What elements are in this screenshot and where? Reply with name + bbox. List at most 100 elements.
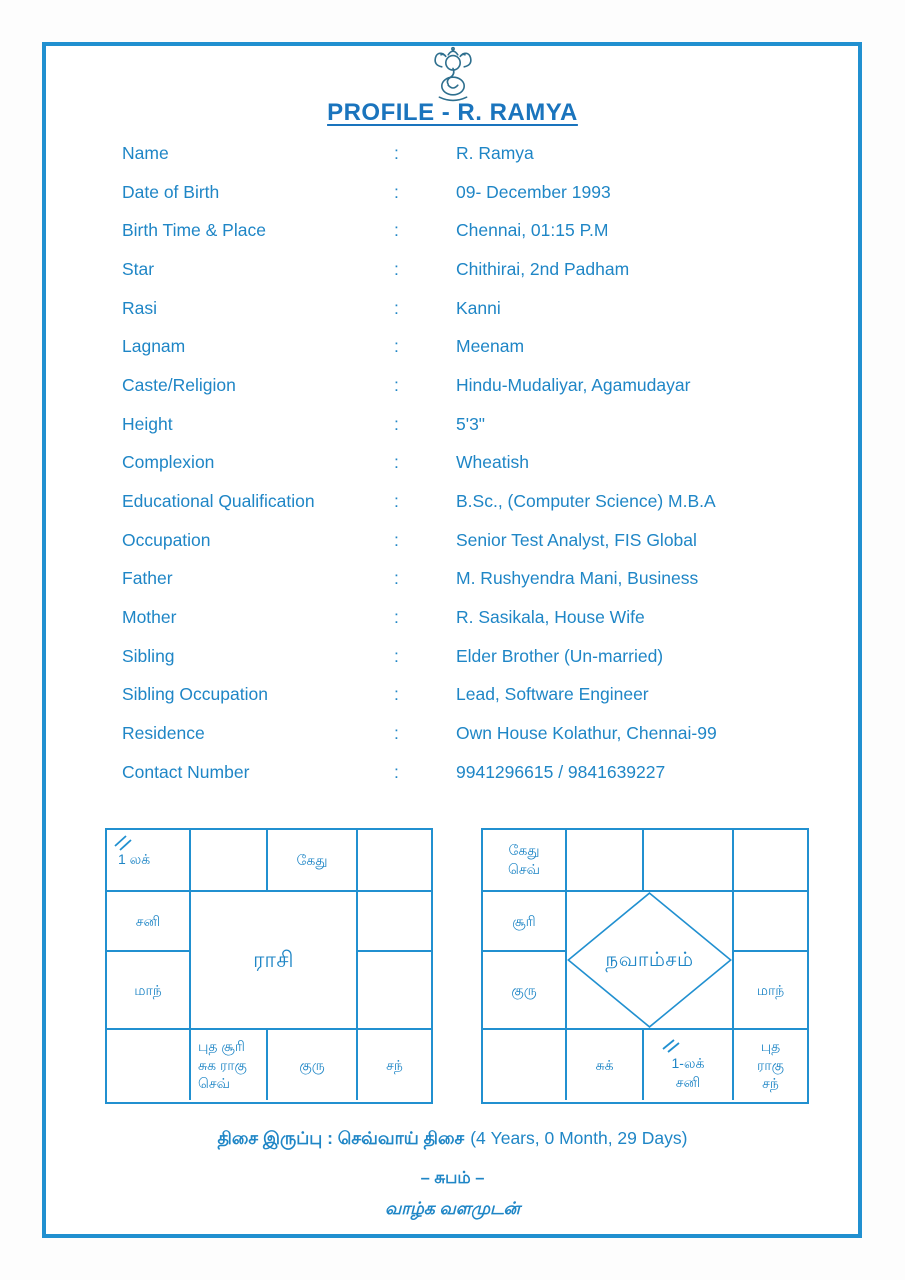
detail-row-complexion: Complexion : Wheatish	[122, 444, 845, 483]
detail-row-father: Father : M. Rushyendra Mani, Business	[122, 560, 845, 599]
rasi-cell-ketu: கேது	[268, 830, 358, 892]
rasi-cell-sani: சனி	[107, 892, 191, 952]
navamsam-center-label: நவாம்சம்	[605, 948, 694, 971]
navamsam-cell-sukran: சுக்	[567, 1030, 644, 1100]
navamsam-cell-r2c4	[734, 892, 807, 952]
detail-value: Chithirai, 2nd Padham	[456, 258, 630, 279]
rasi-cell-r3c4	[358, 952, 431, 1030]
detail-row-mother: Mother : R. Sasikala, House Wife	[122, 598, 845, 637]
navamsam-chart: கேது செவ் சூரி நவாம்சம் குரு மாந் சுக் 1…	[481, 828, 809, 1104]
rasi-center-label: ராசி	[252, 947, 295, 973]
detail-label: Lagnam	[122, 336, 186, 357]
detail-colon: :	[394, 374, 399, 395]
detail-colon: :	[394, 645, 399, 666]
detail-row-rasi: Rasi : Kanni	[122, 289, 845, 328]
detail-row-date-of-birth: Date of Birth : 09- December 1993	[122, 173, 845, 212]
detail-value: Own House Kolathur, Chennai-99	[456, 723, 717, 744]
navamsam-cell-r1c2	[567, 830, 644, 892]
detail-value: 09- December 1993	[456, 181, 611, 202]
detail-value: Elder Brother (Un-married)	[456, 645, 664, 666]
dasa-balance-line: திசை இருப்பு : செவ்வாய் திசை (4 Years, 0 …	[0, 1128, 905, 1151]
detail-label: Contact Number	[122, 761, 250, 782]
detail-value: Kanni	[456, 297, 501, 318]
blessing-line: வாழ்க வளமுடன்	[385, 1199, 520, 1218]
rasi-cell-guru: குரு	[268, 1030, 358, 1100]
page-title: PROFILE - R. RAMYA	[327, 99, 578, 126]
detail-colon: :	[394, 258, 399, 279]
navamsam-cell-guru: குரு	[483, 952, 567, 1030]
navamsam-cell-lagna: 1-லக் சனி	[644, 1030, 734, 1100]
ganesha-icon	[0, 46, 905, 102]
rasi-cell-chandran: சந்	[386, 1056, 403, 1073]
detail-value: Chennai, 01:15 P.M	[456, 220, 609, 241]
detail-row-educational-qualification: Educational Qualification : B.Sc., (Comp…	[122, 482, 845, 521]
detail-row-sibling: Sibling : Elder Brother (Un-married)	[122, 637, 845, 676]
detail-value: B.Sc., (Computer Science) M.B.A	[456, 491, 716, 512]
detail-row-occupation: Occupation : Senior Test Analyst, FIS Gl…	[122, 521, 845, 560]
detail-colon: :	[394, 723, 399, 744]
detail-label: Date of Birth	[122, 181, 220, 202]
detail-colon: :	[394, 491, 399, 512]
detail-label: Height	[122, 413, 173, 434]
detail-colon: :	[394, 142, 399, 163]
rasi-center-cell: ராசி	[191, 892, 358, 1030]
detail-row-lagnam: Lagnam : Meenam	[122, 327, 845, 366]
dasa-duration: (4 Years, 0 Month, 29 Days)	[470, 1128, 688, 1148]
detail-value: Hindu-Mudaliyar, Agamudayar	[456, 374, 691, 395]
dasa-label: திசை இருப்பு : செவ்வாய் திசை	[217, 1128, 465, 1148]
detail-value: Lead, Software Engineer	[456, 684, 649, 705]
navamsam-cell-r4c1	[483, 1030, 567, 1100]
detail-label: Rasi	[122, 297, 158, 318]
detail-row-contact-number: Contact Number : 9941296615 / 9841639227	[122, 753, 845, 792]
detail-row-height: Height : 5'3"	[122, 405, 845, 444]
profile-details: Name : R. Ramya Date of Birth : 09- Dece…	[122, 134, 845, 792]
detail-row-caste-religion: Caste/Religion : Hindu-Mudaliyar, Agamud…	[122, 366, 845, 405]
rasi-cell-lagna: 1 லக்	[107, 830, 191, 892]
detail-label: Birth Time & Place	[122, 220, 266, 241]
rasi-cell-r4c1	[107, 1030, 191, 1100]
detail-label: Sibling	[122, 645, 175, 666]
detail-value: R. Sasikala, House Wife	[456, 607, 645, 628]
detail-value: 9941296615 / 9841639227	[456, 761, 666, 782]
detail-colon: :	[394, 220, 399, 241]
detail-colon: :	[394, 452, 399, 473]
rasi-cell-r1c4	[358, 830, 431, 892]
detail-label: Educational Qualification	[122, 491, 315, 512]
detail-row-sibling-occupation: Sibling Occupation : Lead, Software Engi…	[122, 676, 845, 715]
detail-value: R. Ramya	[456, 142, 534, 163]
subham-line: – சுபம் –	[420, 1169, 485, 1187]
detail-value: M. Rushyendra Mani, Business	[456, 568, 699, 589]
rasi-chart: 1 லக் கேது சனி ராசி மாந் புத சூரி சுக ரா…	[105, 828, 433, 1104]
detail-colon: :	[394, 529, 399, 550]
rasi-lagna-label: 1 லக்	[118, 851, 151, 867]
rasi-cell-planet-group: புத சூரி சுக ராகு செவ்	[191, 1030, 268, 1100]
detail-value: Wheatish	[456, 452, 529, 473]
detail-row-birth-time-place: Birth Time & Place : Chennai, 01:15 P.M	[122, 211, 845, 250]
navamsam-diamond-outline	[567, 892, 732, 1028]
rasi-cell-r1c2	[191, 830, 268, 892]
detail-label: Residence	[122, 723, 205, 744]
lagna-marker-icon	[114, 835, 132, 851]
navamsam-center-cell: நவாம்சம்	[567, 892, 734, 1030]
detail-label: Father	[122, 568, 173, 589]
rasi-cell-mandhi: மாந்	[107, 952, 191, 1030]
detail-row-residence: Residence : Own House Kolathur, Chennai-…	[122, 714, 845, 753]
detail-colon: :	[394, 336, 399, 357]
rasi-cell-r2c4	[358, 892, 431, 952]
detail-colon: :	[394, 684, 399, 705]
detail-label: Caste/Religion	[122, 374, 236, 395]
detail-label: Sibling Occupation	[122, 684, 268, 705]
navamsam-cell-r1c3	[644, 830, 734, 892]
navamsam-cell-mandhi: மாந்	[734, 952, 807, 1030]
detail-colon: :	[394, 297, 399, 318]
navamsam-lagna-label: 1-லக் சனி	[671, 1054, 705, 1090]
navamsam-cell-suri: சூரி	[483, 892, 567, 952]
detail-row-star: Star : Chithirai, 2nd Padham	[122, 250, 845, 289]
detail-value: Senior Test Analyst, FIS Global	[456, 529, 697, 550]
detail-label: Mother	[122, 607, 177, 628]
detail-label: Name	[122, 142, 169, 163]
detail-label: Occupation	[122, 529, 211, 550]
detail-colon: :	[394, 413, 399, 434]
detail-colon: :	[394, 568, 399, 589]
detail-label: Star	[122, 258, 155, 279]
